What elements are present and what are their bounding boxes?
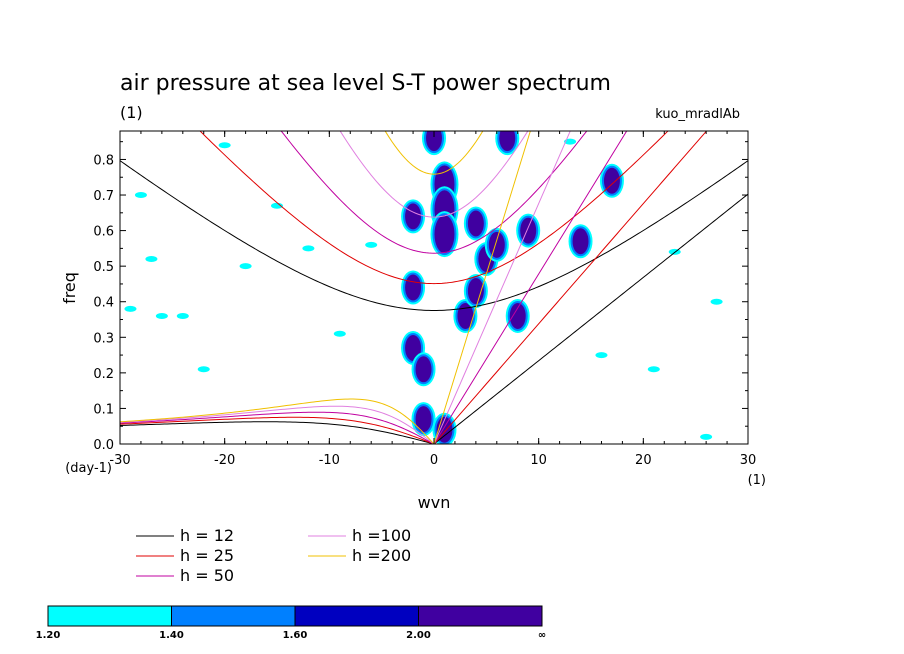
colorbar-level-label: 1.20	[36, 630, 61, 641]
x-tick-label: -30	[109, 453, 130, 468]
x-tick-label: 10	[530, 453, 547, 468]
kelvin-wave-curve	[433, 131, 708, 444]
y-tick-label: 0.1	[93, 402, 114, 417]
colorbar-level-label: 1.40	[159, 630, 184, 641]
rossby-wave-curve	[120, 411, 435, 444]
gravity-wave-curve	[120, 160, 748, 311]
x-tick-label: -20	[214, 453, 235, 468]
chart-title: air pressure at sea level S-T power spec…	[120, 71, 611, 96]
legend-label: h = 12	[180, 526, 234, 545]
dispersion-curves	[120, 131, 748, 444]
noise-patch	[333, 330, 346, 337]
noise-patch	[239, 263, 252, 270]
colorbar-level-label: 1.60	[283, 630, 308, 641]
chart-subtitle-right: kuo_mradlAb	[655, 107, 740, 122]
power-blob-core	[467, 210, 484, 237]
gravity-wave-curve	[384, 131, 484, 175]
rossby-wave-curve	[120, 421, 435, 444]
kelvin-wave-curve	[433, 131, 628, 444]
gravity-wave-curve	[280, 131, 588, 254]
y-tick-label: 0.7	[93, 189, 114, 204]
power-blob-core	[467, 278, 484, 305]
rossby-wave-curve	[120, 416, 435, 444]
x-tick-label: 30	[740, 453, 757, 468]
noise-patch	[564, 138, 577, 145]
power-blob-core	[603, 167, 620, 194]
y-tick-label: 0.6	[93, 225, 114, 240]
colorbar-segment	[47, 605, 172, 627]
colorbar-segment	[171, 605, 296, 627]
legend-label: h = 50	[180, 566, 234, 585]
power-blob-core	[415, 406, 432, 433]
noise-patch	[124, 305, 137, 312]
noise-patch	[176, 312, 189, 319]
noise-patch	[710, 298, 723, 305]
noise-patch	[134, 192, 147, 199]
gravity-wave-curve	[339, 131, 529, 218]
y-axis-label: freq	[60, 272, 79, 304]
y-tick-label: 0.0	[93, 438, 114, 453]
colorbar-segment	[294, 605, 419, 627]
y-tick-label: 0.3	[93, 331, 114, 346]
y-tick-label: 0.4	[93, 296, 114, 311]
power-blob-core	[434, 215, 455, 254]
x-tick-label: 20	[635, 453, 652, 468]
rossby-wave-curve	[120, 398, 435, 444]
kelvin-wave-curve	[433, 193, 748, 444]
power-blob-core	[415, 356, 432, 383]
rossby-wave-curve	[120, 405, 435, 444]
noise-patch	[365, 241, 378, 248]
kelvin-wave-curve	[433, 131, 571, 444]
noise-patch	[647, 366, 660, 373]
power-blob-core	[509, 302, 526, 329]
colorbar-segment	[418, 605, 543, 627]
legend-label: h =200	[352, 546, 411, 565]
y-tick-label: 0.2	[93, 367, 114, 382]
x-tick-label: -10	[319, 453, 340, 468]
power-blob-core	[488, 231, 505, 258]
power-blob-core	[405, 334, 422, 361]
noise-patch	[302, 245, 315, 252]
noise-patch	[271, 202, 283, 209]
noise-patch	[145, 256, 158, 263]
power-blob-core	[405, 274, 422, 301]
power-blob-core	[405, 203, 422, 230]
chart-subtitle-left: (1)	[120, 103, 143, 122]
x-unit-label: (1)	[748, 473, 766, 488]
legend-label: h = 25	[180, 546, 234, 565]
y-unit-label: (day-1)	[65, 461, 112, 476]
power-blob-core	[457, 302, 474, 329]
x-tick-label: 0	[430, 453, 438, 468]
colorbar-level-label: 2.00	[406, 630, 431, 641]
colorbar: 1.20 1.40 1.60 2.00 ∞	[36, 605, 546, 641]
x-axis-label: wvn	[418, 493, 451, 512]
noise-patch	[595, 352, 608, 359]
power-blob-core	[426, 131, 442, 152]
power-blob-core	[499, 131, 516, 152]
legend-label: h =100	[352, 526, 411, 545]
y-tick-label: 0.5	[93, 260, 114, 275]
power-blob-core	[572, 228, 589, 255]
noise-patch	[700, 433, 713, 440]
gravity-wave-curve	[199, 131, 669, 285]
kelvin-wave-curve	[433, 131, 531, 444]
noise-patch	[197, 366, 210, 373]
axis-ticks: -30 -20 -10 0 10 20 30 0.0 0.1 0.2 0.3 0.4 0.5 0.6 0.7…	[93, 131, 756, 468]
colorbar-level-label: ∞	[538, 630, 546, 641]
noise-patch	[155, 312, 168, 319]
y-tick-label: 0.8	[93, 153, 114, 168]
noise-patch	[218, 142, 231, 149]
